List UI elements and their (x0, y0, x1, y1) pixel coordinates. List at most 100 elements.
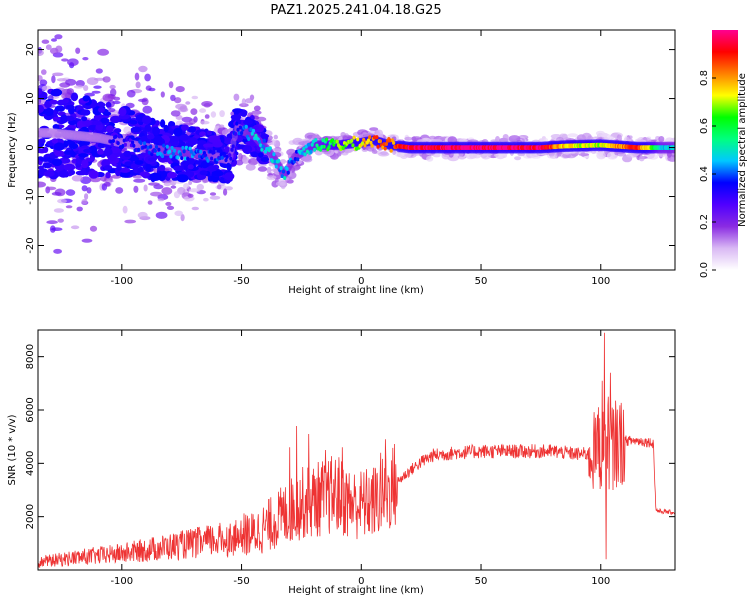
ridge-cell (128, 138, 132, 143)
snr-y-tick-label: 2000 (25, 504, 36, 529)
core-cell (52, 124, 60, 130)
noise-cell (173, 191, 181, 199)
noise-cell (102, 76, 111, 83)
ridge-cell (250, 131, 254, 136)
ridge-cell (206, 158, 210, 163)
noise-cell (133, 178, 146, 183)
noise-cell (218, 124, 225, 129)
ridge-cell (171, 151, 175, 156)
ridge-cell (378, 139, 382, 144)
ridge-cell (186, 156, 190, 161)
ridge-cell (169, 154, 173, 159)
spectrogram-x-ticks: -100 -50 0 50 100 (110, 30, 610, 287)
core-cell (58, 170, 69, 178)
noise-cell (196, 183, 204, 191)
core-cell (224, 172, 235, 181)
noise-cell (51, 227, 63, 231)
core-cell (173, 165, 183, 172)
ridge-cell (302, 146, 306, 151)
core-cell (69, 169, 76, 176)
ridge-cell (360, 141, 365, 146)
ridge-cell (199, 149, 203, 154)
colorbar-ticks: 0.0 0.2 0.4 0.6 0.8 (699, 70, 716, 278)
noise-cell (38, 97, 42, 105)
ridge-cell (218, 156, 222, 161)
ridge-cell (322, 144, 326, 149)
noise-cell (204, 114, 210, 119)
ridge-cell (268, 146, 272, 151)
core-cell (173, 127, 183, 137)
noise-cell (170, 185, 177, 189)
core-cell (199, 131, 206, 137)
noise-cell (44, 22, 53, 27)
ridge-cell (111, 139, 115, 143)
ridge-cell (305, 149, 309, 154)
noise-cell (41, 69, 47, 75)
ridge-cell (307, 142, 311, 147)
noise-cell (86, 77, 99, 85)
core-cell (81, 116, 88, 122)
noise-cell (70, 225, 80, 230)
ridge-cell (304, 144, 308, 149)
ridge-cell (146, 145, 150, 150)
ridge-cell (121, 144, 125, 148)
noise-cell (426, 155, 434, 162)
snr-y-label: SNR (10 * v/v) (7, 414, 18, 485)
core-cell (167, 135, 180, 144)
noise-cell (175, 86, 185, 93)
snr-y-ticks: 2000 4000 6000 8000 (25, 344, 675, 529)
noise-cell (124, 219, 137, 224)
ridge-cell (145, 149, 149, 154)
ridge-cell (143, 141, 147, 146)
noise-cell (550, 155, 558, 159)
core-cell (105, 101, 112, 108)
snr-x-tick-label: -100 (110, 576, 133, 587)
core-cell (54, 105, 65, 112)
snr-series-line (38, 332, 675, 568)
core-cell (80, 168, 87, 176)
ridge-cell (257, 139, 262, 144)
snr-y-tick-label: 8000 (25, 344, 36, 369)
core-cell (97, 149, 104, 155)
noise-cell (57, 198, 67, 204)
noise-cell (160, 91, 165, 98)
noise-cell (123, 126, 132, 134)
ridge-cell (244, 124, 248, 129)
ridge-cell (262, 138, 266, 143)
noise-cell (233, 93, 240, 102)
ridge-cell (293, 157, 297, 161)
ridge-cell (271, 159, 275, 164)
noise-cell (219, 110, 225, 118)
noise-cell (135, 81, 141, 89)
core-cell (208, 137, 219, 143)
noise-cell (245, 163, 256, 171)
noise-cell (273, 134, 278, 140)
noise-cell (185, 101, 191, 105)
ridge-cell (309, 149, 313, 154)
ridge-cell (225, 154, 229, 159)
colorbar-bar (712, 30, 738, 270)
ridge-cell (109, 139, 113, 144)
noise-cell (601, 133, 611, 139)
ridge-cell (301, 151, 305, 156)
core-cell (149, 172, 162, 181)
ridge-cell (235, 121, 239, 126)
noise-cell (45, 186, 57, 191)
core-cell (181, 124, 189, 131)
noise-cell (65, 189, 76, 196)
spectrogram-x-tick-label: -50 (233, 276, 249, 287)
noise-cell (59, 82, 71, 88)
noise-cell (188, 180, 193, 185)
ridge-cell (230, 147, 234, 152)
ridge-cell (165, 144, 169, 149)
spectrogram-x-tick-label: 0 (358, 276, 364, 287)
noise-cell (108, 108, 116, 113)
colorbar-tick-label: 0.2 (699, 214, 710, 230)
figure-title: PAZ1.2025.241.04.18.G25 (270, 3, 441, 18)
noise-cell (279, 181, 285, 186)
core-cell (38, 104, 45, 114)
ridge-cell (181, 145, 185, 150)
noise-cell (514, 156, 522, 161)
ridge-cell (176, 155, 180, 160)
colorbar-tick-label: 0.8 (699, 70, 710, 86)
